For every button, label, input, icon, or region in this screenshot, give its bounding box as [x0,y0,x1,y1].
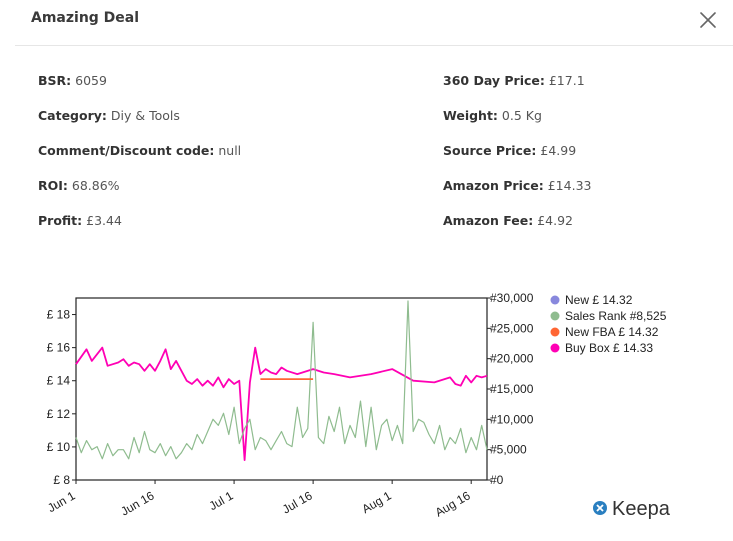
y-right-tick-label: #10,000 [490,412,534,426]
y-left-tick-label: £ 10 [47,440,71,454]
legend-swatch [550,327,560,337]
y-left-tick-label: £ 12 [47,407,71,421]
series-sales-rank-line [75,300,488,460]
x-tick-label: Jun 16 [118,488,156,518]
plot-frame [75,297,488,481]
y-right-tick-label: #30,000 [490,291,534,305]
series-buy-box-line [75,346,488,461]
x-tick-label: Jul 16 [280,488,315,516]
keepa-logo-mark [596,504,604,512]
legend-swatch [550,311,560,321]
y-right-tick-label: #15,000 [490,382,534,396]
amazon-price-field: Amazon Price: £14.33 [443,178,592,193]
y-left-tick-label: £ 8 [53,473,70,487]
price-history-chart-svg: £ 8 £ 10 £ 12 £ 14 £ 16 £ 18 #0 #5,000 #10,000 #1… [45,291,671,520]
close-button[interactable] [697,9,719,31]
keepa-logo-text: Keepa [612,498,671,520]
x-tick-label: Aug 16 [433,488,473,519]
x-tick-label: Jun 1 [45,488,78,515]
modal-header: Amazing Deal [0,0,733,46]
y-right-tick-label: #25,000 [490,321,534,335]
modal-title: Amazing Deal [31,10,140,26]
price-360-field: 360 Day Price: £17.1 [443,73,585,88]
legend-label: New FBA £ 14.32 [565,325,659,339]
y-left-tick-label: £ 16 [47,341,71,355]
legend-label: Buy Box £ 14.33 [565,341,653,355]
legend-swatch [550,343,560,353]
y-right-tick-label: #0 [490,473,504,487]
x-tick-label: Jul 1 [207,488,236,513]
roi-field: ROI: 68.86% [38,178,120,193]
legend-label: New £ 14.32 [565,293,633,307]
header-divider [15,45,733,46]
comment-field: Comment/Discount code: null [38,143,242,158]
weight-field: Weight: 0.5 Kg [443,108,542,123]
x-tick-label: Aug 1 [359,488,393,516]
y-left-tick-label: £ 14 [47,374,71,388]
legend-label: Sales Rank #8,525 [565,309,667,323]
y-right-tick-label: #5,000 [490,443,527,457]
close-icon [700,12,716,28]
amazon-fee-field: Amazon Fee: £4.92 [443,213,574,228]
legend-swatch [550,295,560,305]
profit-field: Profit: £3.44 [38,213,122,228]
bsr-field: BSR: 6059 [38,73,107,88]
source-price-field: Source Price: £4.99 [443,143,577,158]
price-history-chart: £ 8 £ 10 £ 12 £ 14 £ 16 £ 18 #0 #5,000 #10,000 #1… [30,290,700,530]
category-field: Category: Diy & Tools [38,108,180,123]
y-left-tick-label: £ 18 [47,308,71,322]
y-right-tick-label: #20,000 [490,352,534,366]
